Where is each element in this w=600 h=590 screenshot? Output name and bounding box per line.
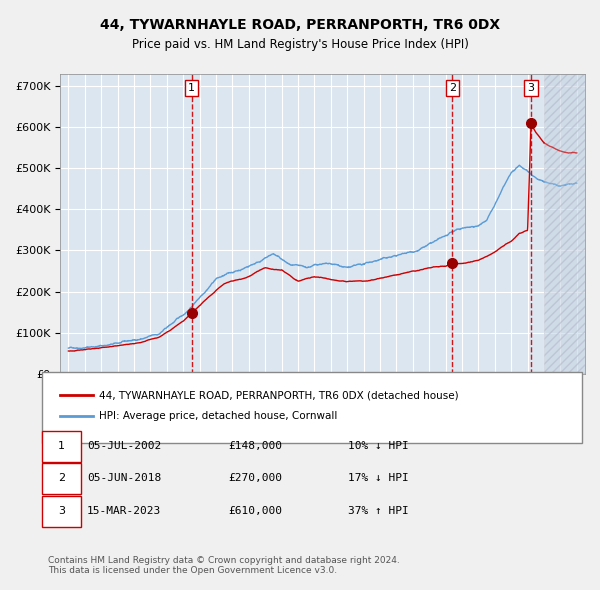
Text: £270,000: £270,000 (228, 474, 282, 483)
Text: HPI: Average price, detached house, Cornwall: HPI: Average price, detached house, Corn… (99, 411, 337, 421)
Text: 1: 1 (58, 441, 65, 451)
Text: 3: 3 (527, 83, 535, 93)
Text: 44, TYWARNHAYLE ROAD, PERRANPORTH, TR6 0DX: 44, TYWARNHAYLE ROAD, PERRANPORTH, TR6 0… (100, 18, 500, 32)
Text: 10% ↓ HPI: 10% ↓ HPI (348, 441, 409, 451)
Text: £148,000: £148,000 (228, 441, 282, 451)
Text: 37% ↑ HPI: 37% ↑ HPI (348, 506, 409, 516)
Text: Contains HM Land Registry data © Crown copyright and database right 2024.
This d: Contains HM Land Registry data © Crown c… (48, 556, 400, 575)
Text: 3: 3 (58, 506, 65, 516)
Text: 05-JUN-2018: 05-JUN-2018 (87, 474, 161, 483)
Text: 05-JUL-2002: 05-JUL-2002 (87, 441, 161, 451)
Bar (544, 74, 585, 373)
Text: £610,000: £610,000 (228, 506, 282, 516)
Text: 44, TYWARNHAYLE ROAD, PERRANPORTH, TR6 0DX (detached house): 44, TYWARNHAYLE ROAD, PERRANPORTH, TR6 0… (99, 391, 458, 400)
Text: 17% ↓ HPI: 17% ↓ HPI (348, 474, 409, 483)
Text: 1: 1 (188, 83, 195, 93)
Text: Price paid vs. HM Land Registry's House Price Index (HPI): Price paid vs. HM Land Registry's House … (131, 38, 469, 51)
Text: 2: 2 (449, 83, 456, 93)
Text: 2: 2 (58, 474, 65, 483)
Text: 15-MAR-2023: 15-MAR-2023 (87, 506, 161, 516)
